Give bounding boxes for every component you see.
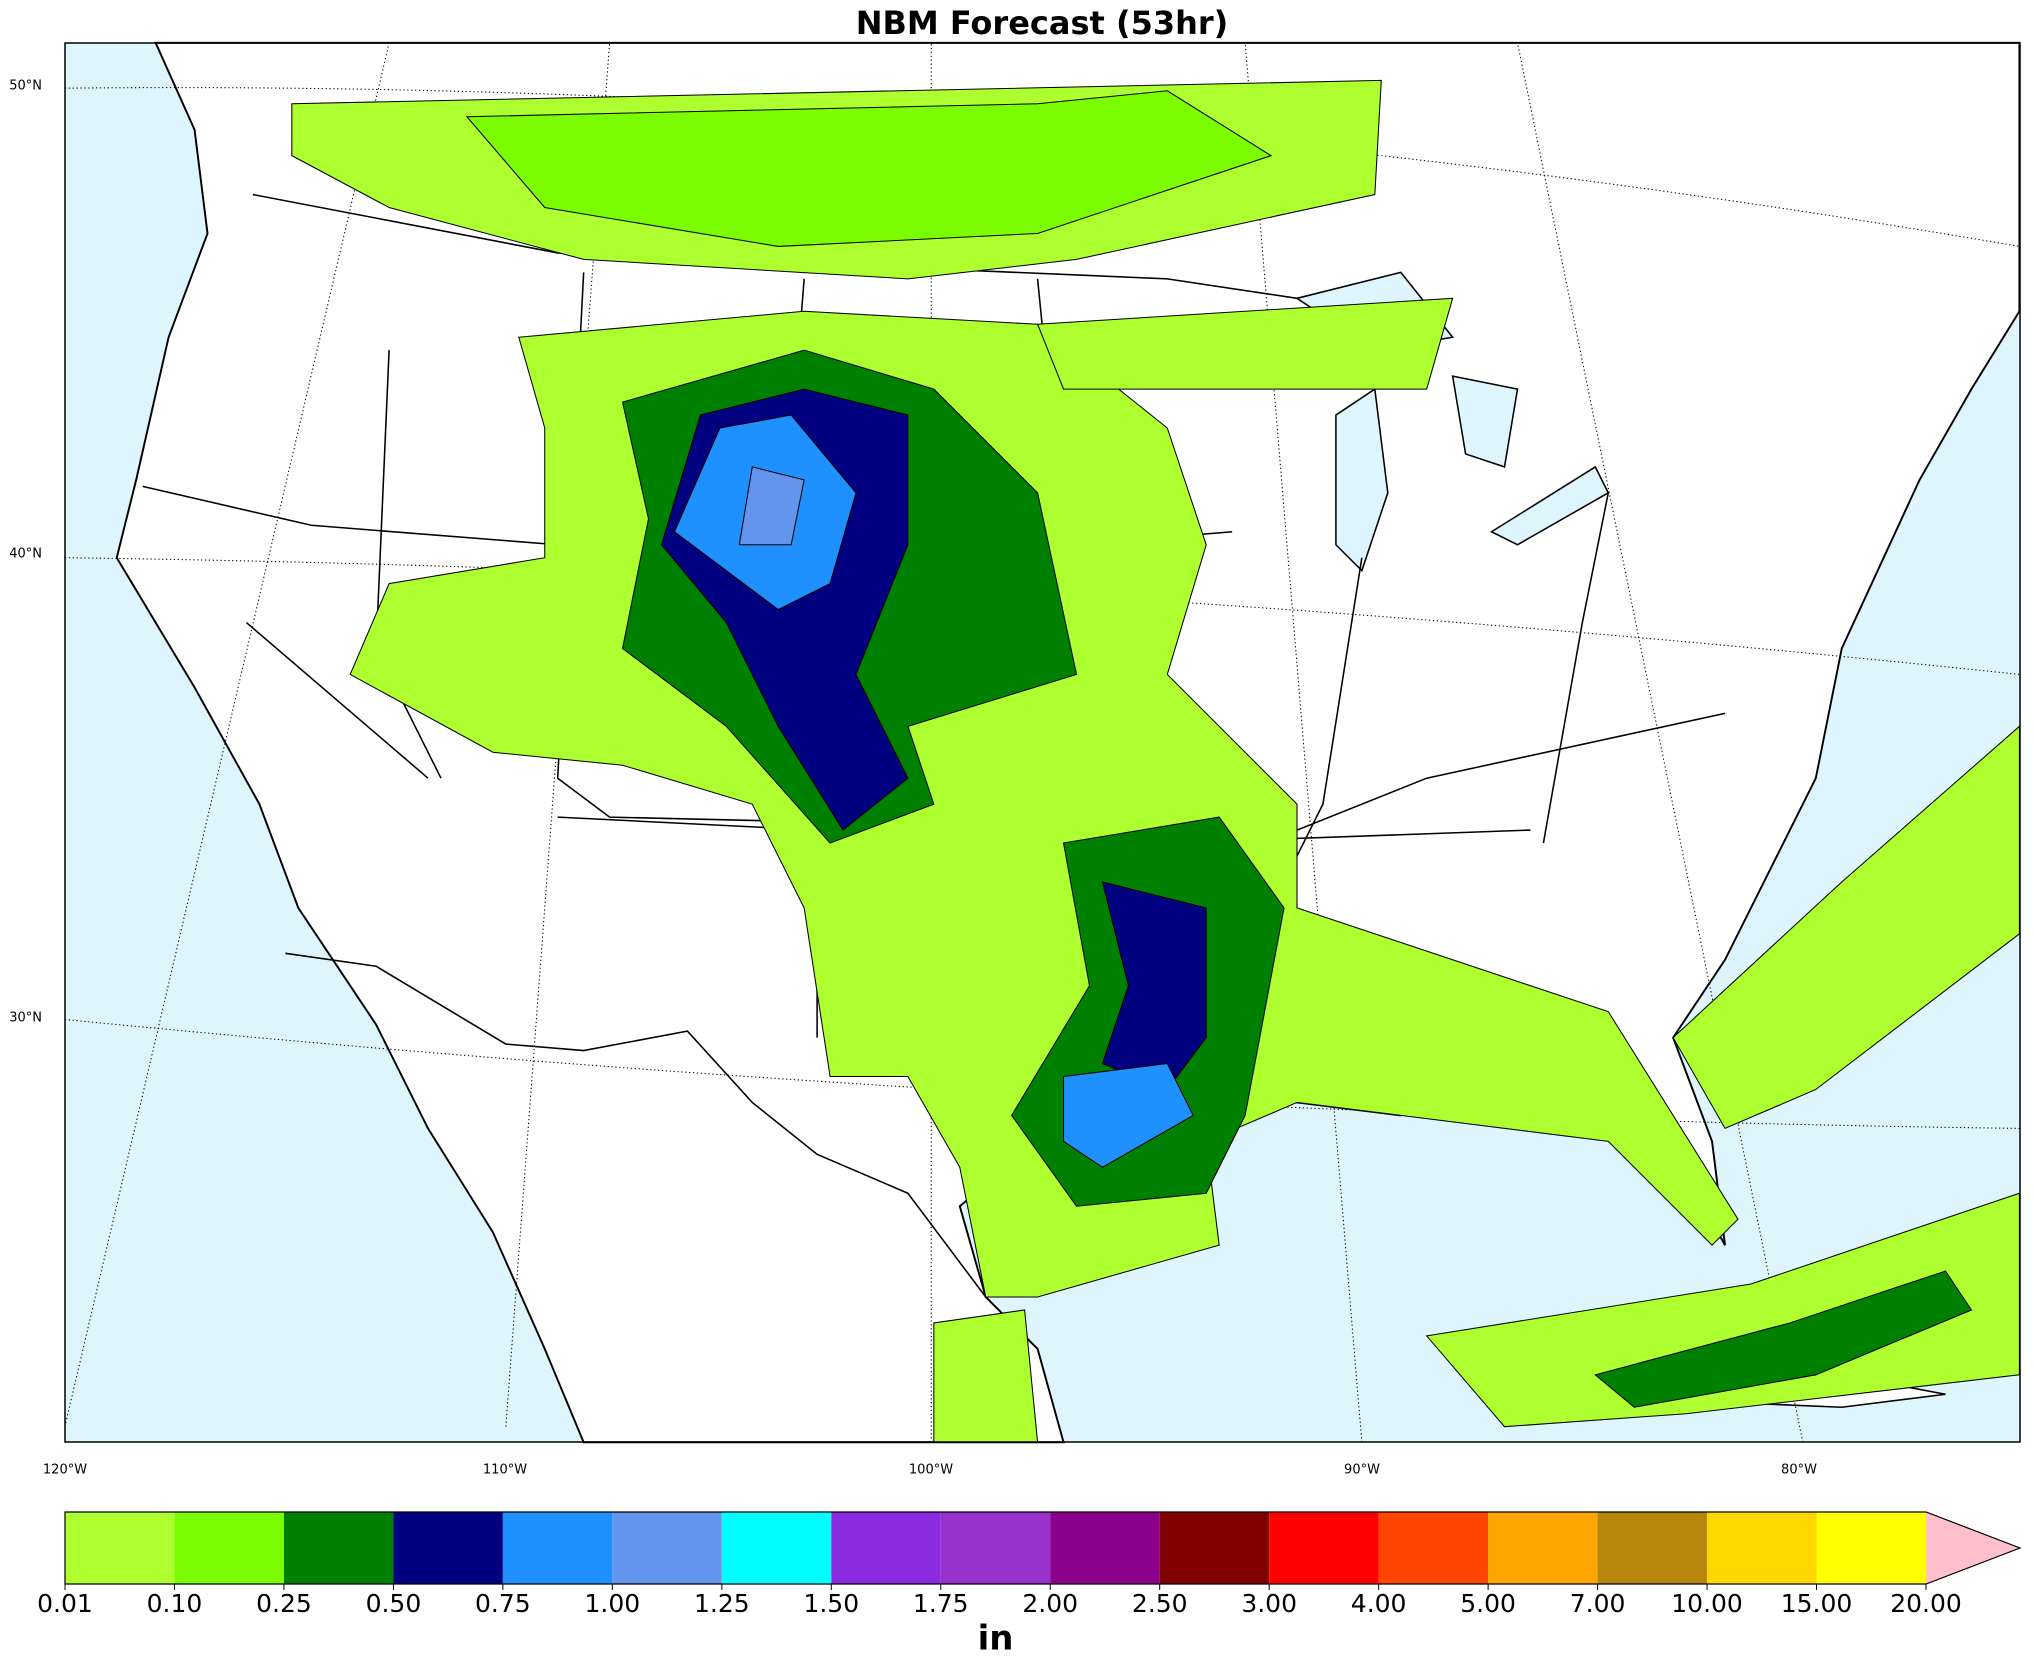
colorbar-tick-label: 0.50	[366, 1589, 422, 1618]
colorbar-tick-label: 20.00	[1890, 1589, 1962, 1618]
colorbar-tick-label: 1.50	[803, 1589, 859, 1618]
colorbar-bin	[393, 1512, 503, 1584]
colorbar-tick-label: 2.00	[1022, 1589, 1078, 1618]
colorbar-tick-label: 15.00	[1781, 1589, 1853, 1618]
colorbar-bin	[283, 1512, 394, 1584]
colorbar-tick-label: 1.25	[694, 1589, 750, 1618]
colorbar-bin	[940, 1512, 1051, 1584]
colorbar-tick-label: 10.00	[1671, 1589, 1743, 1618]
colorbar-bin	[612, 1512, 722, 1584]
precipitation	[291, 79, 2020, 1443]
colorbar-tick-label: 0.25	[256, 1589, 312, 1618]
lat-label: 40°N	[9, 547, 42, 562]
map-frame	[64, 42, 2021, 1443]
colorbar-tick-label: 0.10	[147, 1589, 203, 1618]
map	[64, 41, 2021, 1444]
lon-label: 100°W	[909, 1463, 953, 1478]
colorbar-tick-label: 2.50	[1132, 1589, 1188, 1618]
lat-label: 30°N	[9, 1011, 42, 1026]
map-title: NBM Forecast (53hr)	[856, 4, 1229, 42]
colorbar-bin	[721, 1512, 832, 1584]
colorbar-bin	[1816, 1512, 1926, 1584]
colorbar-bin	[1597, 1512, 1708, 1584]
colorbar-bin	[1050, 1512, 1160, 1584]
lon-label: 110°W	[483, 1463, 527, 1478]
colorbar-tick-label: 5.00	[1460, 1589, 1516, 1618]
colorbar-tick-label: 3.00	[1241, 1589, 1297, 1618]
colorbar-bin	[502, 1512, 613, 1584]
colorbar-tick-label: 7.00	[1570, 1589, 1626, 1618]
colorbar-bin	[174, 1512, 284, 1584]
colorbar-outline	[64, 1511, 2022, 1585]
colorbar-bin	[1269, 1512, 1379, 1584]
colorbar-tick-label: 0.75	[475, 1589, 531, 1618]
lon-label: 80°W	[1781, 1463, 1817, 1478]
colorbar-tick-label: 0.01	[37, 1589, 93, 1618]
colorbar-label: in	[978, 1619, 1014, 1659]
colorbar-bin	[1707, 1512, 1817, 1584]
colorbar-bin	[65, 1512, 175, 1584]
colorbar-bin	[1378, 1512, 1489, 1584]
lat-label: 50°N	[9, 79, 42, 94]
lon-label: 90°W	[1344, 1463, 1380, 1478]
colorbar-tick-label: 1.75	[913, 1589, 969, 1618]
colorbar-tick-label: 1.00	[585, 1589, 641, 1618]
lon-label: 120°W	[43, 1463, 87, 1478]
colorbar-bin	[1488, 1512, 1598, 1584]
colorbar-extend	[1926, 1512, 2020, 1584]
colorbar-bin	[1159, 1512, 1270, 1584]
colorbar-bin	[831, 1512, 941, 1584]
colorbar-tick-label: 4.00	[1351, 1589, 1407, 1618]
